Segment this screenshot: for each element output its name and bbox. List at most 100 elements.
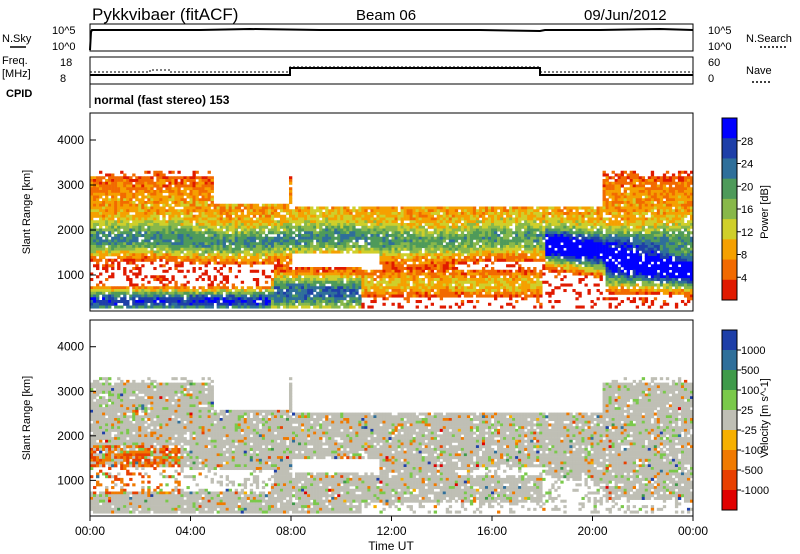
- power-cell: [147, 297, 151, 301]
- power-cell: [301, 280, 305, 284]
- power-cell: [490, 267, 495, 271]
- power-cell: [123, 228, 127, 232]
- power-cell: [264, 220, 269, 224]
- power-cell: [494, 209, 498, 213]
- power-cell: [433, 220, 438, 224]
- power-cell: [319, 214, 323, 218]
- power-cell: [141, 245, 145, 249]
- power-cell: [551, 269, 555, 273]
- power-cell: [415, 291, 419, 295]
- power-cell: [539, 291, 543, 295]
- power-cell: [207, 176, 211, 180]
- power-cell: [177, 220, 181, 224]
- power-cell: [539, 220, 543, 224]
- power-cell: [246, 261, 251, 265]
- power-cell: [304, 228, 308, 232]
- power-cell: [370, 220, 374, 224]
- power-cell: [264, 305, 269, 309]
- power-cell: [96, 300, 100, 304]
- power-cell: [120, 231, 124, 235]
- power-cell: [542, 280, 546, 284]
- power-cell: [385, 247, 389, 251]
- power-cell: [105, 198, 109, 202]
- power-cell: [370, 286, 374, 290]
- power-cell: [349, 225, 353, 229]
- power-cell: [515, 234, 519, 238]
- power-cell: [96, 283, 100, 287]
- power-cell: [412, 269, 416, 273]
- power-cell: [192, 190, 196, 194]
- power-cell: [234, 214, 239, 218]
- power-cell: [285, 206, 290, 210]
- power-cell: [460, 242, 465, 246]
- power-cell: [472, 247, 477, 251]
- power-cell: [153, 190, 157, 194]
- power-cell: [509, 245, 513, 249]
- power-cell: [255, 203, 260, 207]
- power-cell: [192, 242, 196, 246]
- power-cell: [325, 300, 329, 304]
- power-cell: [183, 247, 187, 251]
- power-cell: [126, 206, 130, 210]
- power-cell: [159, 275, 163, 279]
- power-cell: [255, 220, 260, 224]
- power-cell: [249, 242, 254, 246]
- power-cell: [301, 302, 305, 306]
- power-cell: [388, 223, 392, 227]
- power-cell: [249, 261, 254, 265]
- power-cell: [328, 212, 332, 216]
- power-cell: [334, 275, 338, 279]
- power-cell: [267, 217, 272, 221]
- power-cell: [210, 225, 214, 229]
- power-cell: [439, 297, 444, 301]
- power-cell: [397, 217, 401, 221]
- power-cell: [189, 179, 193, 183]
- power-cell: [512, 250, 516, 254]
- power-cell: [285, 300, 290, 304]
- power-cell: [448, 225, 453, 229]
- power-cell: [524, 294, 528, 298]
- power-cell: [273, 278, 278, 282]
- power-cell: [301, 234, 305, 238]
- power-cell: [469, 300, 474, 304]
- power-cell: [346, 217, 350, 221]
- power-cell: [258, 206, 263, 210]
- power-cell: [391, 239, 395, 243]
- power-cell: [500, 239, 504, 243]
- power-cell: [376, 231, 380, 235]
- power-cell: [177, 203, 181, 207]
- power-cell: [96, 242, 100, 246]
- power-cell: [237, 264, 242, 268]
- power-cell: [90, 289, 94, 293]
- power-cell: [162, 269, 166, 273]
- power-cell: [135, 223, 139, 227]
- power-cell: [237, 256, 242, 260]
- power-cell: [484, 264, 489, 268]
- power-cell: [457, 220, 462, 224]
- power-cell: [240, 258, 245, 262]
- power-cell: [346, 275, 350, 279]
- power-cell: [427, 206, 431, 210]
- power-cell: [240, 214, 245, 218]
- power-cell: [515, 256, 519, 260]
- power-cell: [255, 253, 260, 257]
- power-cell: [475, 280, 480, 284]
- power-cell: [361, 223, 365, 227]
- power-cell: [150, 184, 154, 188]
- power-cell: [530, 250, 534, 254]
- power-cell: [228, 294, 233, 298]
- power-cell: [174, 289, 178, 293]
- power-cell: [481, 223, 486, 227]
- power-cell: [276, 253, 281, 257]
- power-cell: [304, 272, 308, 276]
- power-cell: [542, 267, 546, 271]
- power-cell: [506, 278, 510, 282]
- power-cell: [551, 220, 555, 224]
- power-cell: [177, 245, 181, 249]
- power-cell: [316, 305, 320, 309]
- power-cell: [189, 253, 193, 257]
- power-cell: [111, 214, 115, 218]
- power-cell: [270, 247, 275, 251]
- power-cell: [433, 245, 438, 249]
- power-cell: [451, 272, 456, 276]
